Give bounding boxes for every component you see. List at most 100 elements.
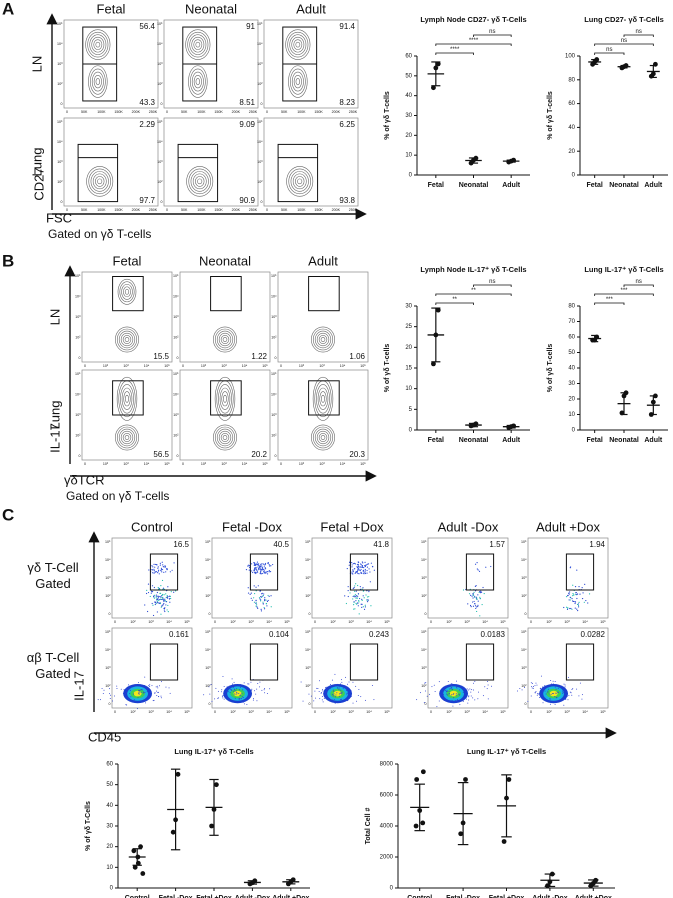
event (352, 587, 354, 590)
event (566, 695, 568, 697)
flow-y-tick: 0 (275, 356, 277, 360)
event (360, 571, 362, 574)
event (151, 591, 154, 593)
event (234, 693, 236, 695)
contour (186, 166, 214, 197)
event (452, 705, 454, 707)
event (473, 600, 475, 603)
flow-y-tick: 0 (161, 200, 163, 204)
event (110, 694, 112, 696)
data-point (420, 820, 426, 826)
flow-x-tick: 150K (314, 208, 323, 212)
event (367, 599, 369, 601)
event (265, 599, 267, 601)
data-point (506, 159, 512, 165)
event (361, 599, 363, 602)
flow-x-tick: 10³ (564, 710, 570, 714)
event (260, 610, 263, 612)
event (353, 608, 355, 610)
contour (89, 34, 107, 55)
gate (565, 553, 595, 591)
flow-x-tick: 100K (297, 110, 306, 114)
contour (218, 430, 232, 445)
event (456, 686, 458, 688)
contour (286, 166, 314, 197)
event (155, 596, 157, 598)
flow-x-tick: 10⁴ (340, 462, 346, 466)
event (270, 565, 272, 567)
flow-x-tick: 0 (530, 710, 532, 714)
event (480, 591, 483, 593)
event (448, 691, 450, 693)
event (581, 587, 583, 589)
event (537, 693, 539, 695)
contour (90, 68, 106, 95)
flow-y-tick: 10⁵ (157, 120, 163, 124)
data-point (621, 393, 627, 399)
event (333, 690, 335, 692)
event (451, 688, 453, 690)
event (225, 688, 227, 690)
event (335, 694, 337, 696)
data-point (648, 73, 654, 79)
event (170, 591, 172, 593)
x-tick-label: Control (125, 895, 150, 898)
event (253, 592, 256, 595)
flow-x-tick: 150K (114, 110, 123, 114)
contour (95, 78, 101, 86)
event (565, 606, 568, 608)
event (567, 594, 569, 597)
event (554, 681, 556, 683)
flow-x-tick: 0 (214, 710, 216, 714)
y-axis-title: Total Cell # (365, 807, 372, 844)
data-point (247, 881, 253, 887)
event (159, 685, 161, 687)
column-header: Neonatal (199, 253, 251, 268)
flow-y-tick: 0 (61, 102, 63, 106)
flow-y-tick: 10⁵ (105, 630, 111, 634)
event (229, 691, 231, 693)
data-point (619, 410, 625, 416)
event (468, 699, 470, 701)
event (581, 597, 584, 600)
gate-percent: 20.2 (251, 450, 267, 459)
contour (88, 65, 108, 98)
y-tick-label: 0 (390, 886, 394, 892)
flow-y-tick: 10² (75, 335, 81, 339)
contour (220, 334, 230, 344)
contour (116, 426, 138, 449)
data-point (652, 61, 658, 67)
event (254, 572, 256, 575)
event (141, 685, 143, 687)
event (139, 691, 141, 693)
significance-label: ns (489, 29, 495, 35)
gate-percent: 8.51 (239, 98, 255, 107)
contour (320, 435, 326, 440)
event (562, 692, 564, 694)
event (364, 570, 366, 572)
flow-x-tick: 50K (81, 110, 88, 114)
contour (193, 39, 203, 50)
flow-plot: 0 10² 10³ 10⁴ 10⁵ 10⁵ 10⁴ 10³ 10² 0 0.104 (203, 627, 293, 714)
event (236, 688, 238, 690)
contour (213, 424, 238, 451)
gate (77, 143, 119, 203)
event (567, 699, 569, 701)
contour (95, 176, 105, 187)
event (459, 704, 461, 706)
x-tick-label: Fetal (586, 182, 602, 189)
contour (121, 387, 133, 410)
event (550, 693, 552, 695)
y-tick-label: 20 (568, 397, 575, 403)
flow-y-tick: 10³ (105, 666, 111, 670)
y-axis-title: % of γδ T-cells (547, 344, 554, 393)
event (354, 596, 356, 598)
event (265, 572, 267, 574)
event (250, 563, 253, 565)
event (351, 573, 353, 575)
gate-percent: 0.0183 (481, 630, 506, 639)
chart-title: Lymph Node CD27- γδ T-Cells (420, 15, 526, 24)
event (325, 691, 327, 693)
event (259, 568, 261, 570)
event (162, 564, 164, 566)
